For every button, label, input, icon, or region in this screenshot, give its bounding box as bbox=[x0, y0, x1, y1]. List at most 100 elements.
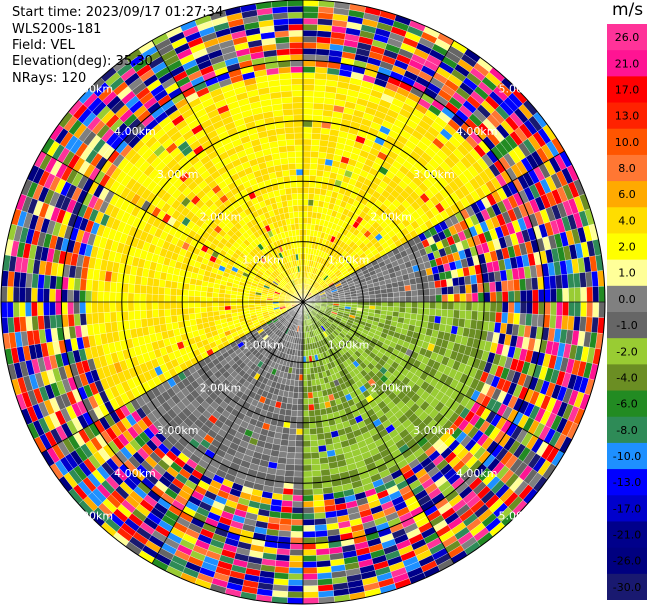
range-gate bbox=[434, 280, 442, 289]
range-gate bbox=[97, 301, 105, 313]
range-gate bbox=[447, 286, 454, 295]
range-gate bbox=[146, 285, 153, 295]
range-gate bbox=[404, 312, 412, 320]
range-gate bbox=[363, 298, 370, 303]
range-gate bbox=[375, 301, 382, 307]
range-gate bbox=[393, 301, 400, 308]
range-gate bbox=[310, 151, 319, 158]
range-gate bbox=[350, 296, 358, 300]
range-gate bbox=[416, 289, 424, 297]
range-gate bbox=[302, 156, 311, 164]
range-gate bbox=[453, 293, 461, 303]
range-gate bbox=[423, 301, 430, 309]
range-gate bbox=[317, 18, 333, 26]
range-gate bbox=[465, 301, 473, 311]
range-gate bbox=[351, 301, 358, 305]
range-gate bbox=[404, 307, 412, 314]
range-gate bbox=[307, 205, 314, 213]
range-gate bbox=[293, 476, 304, 484]
range-gate bbox=[134, 275, 143, 286]
range-gate bbox=[248, 299, 255, 303]
range-gate bbox=[297, 392, 304, 399]
range-gate bbox=[308, 415, 316, 423]
range-gate bbox=[310, 452, 320, 459]
range-gate bbox=[189, 318, 197, 327]
range-gate bbox=[157, 301, 165, 310]
range-gate bbox=[318, 151, 327, 159]
range-gate bbox=[152, 286, 159, 295]
range-gate bbox=[573, 316, 581, 332]
range-gate bbox=[103, 291, 111, 303]
range-gate bbox=[532, 301, 539, 315]
range-gate bbox=[465, 310, 473, 320]
range-gate bbox=[43, 288, 50, 303]
range-gate bbox=[317, 578, 333, 586]
range-gate bbox=[423, 288, 430, 296]
range-gate bbox=[369, 298, 376, 303]
range-gate bbox=[410, 313, 418, 321]
range-gate bbox=[344, 296, 352, 300]
range-gate bbox=[194, 290, 202, 297]
range-gate bbox=[447, 301, 455, 311]
range-gate bbox=[285, 403, 293, 411]
range-gate bbox=[317, 572, 333, 580]
range-gate bbox=[103, 301, 111, 313]
range-gate bbox=[308, 409, 316, 417]
range-gate bbox=[67, 313, 75, 327]
range-gate bbox=[194, 296, 201, 303]
range-gate bbox=[290, 409, 298, 417]
range-gate bbox=[218, 310, 226, 316]
range-gate bbox=[495, 301, 503, 313]
range-gate bbox=[200, 291, 208, 298]
range-gate bbox=[170, 287, 177, 296]
range-gate bbox=[296, 416, 304, 423]
range-gate bbox=[507, 312, 515, 325]
range-gate bbox=[392, 286, 400, 293]
range-gate bbox=[302, 36, 318, 43]
range-gate bbox=[188, 307, 196, 315]
range-gate bbox=[287, 446, 296, 453]
range-gate bbox=[417, 301, 424, 309]
range-gate bbox=[275, 560, 290, 568]
range-gate bbox=[37, 315, 45, 330]
range-gate bbox=[302, 223, 308, 230]
range-gate bbox=[586, 301, 594, 318]
range-gate bbox=[319, 139, 329, 148]
range-gate bbox=[25, 287, 32, 303]
range-gate bbox=[292, 494, 304, 502]
range-gate bbox=[290, 415, 298, 423]
range-gate bbox=[404, 290, 412, 297]
range-gate bbox=[489, 281, 497, 293]
range-gate bbox=[25, 272, 33, 288]
range-gate bbox=[152, 309, 159, 318]
range-gate bbox=[273, 578, 289, 586]
range-gate bbox=[317, 24, 333, 32]
range-gate bbox=[307, 211, 313, 219]
range-gate bbox=[91, 279, 99, 292]
range-gate bbox=[435, 301, 443, 310]
range-gate bbox=[526, 289, 533, 303]
range-gate bbox=[313, 90, 326, 98]
range-gate bbox=[49, 288, 56, 303]
range-gate bbox=[386, 292, 394, 298]
range-gate bbox=[19, 316, 27, 332]
range-gate bbox=[574, 301, 581, 317]
range-gate bbox=[561, 274, 569, 289]
range-gate bbox=[287, 597, 304, 605]
range-gate bbox=[236, 301, 243, 306]
range-gate bbox=[248, 301, 255, 305]
range-gate bbox=[200, 311, 208, 319]
range-gate bbox=[507, 279, 515, 292]
range-gate bbox=[381, 301, 388, 307]
range-gate bbox=[381, 297, 388, 303]
range-gate bbox=[169, 301, 177, 310]
range-gate bbox=[299, 368, 304, 375]
range-gate bbox=[318, 445, 327, 453]
range-gate bbox=[293, 482, 304, 490]
range-gate bbox=[289, 555, 304, 562]
range-gate bbox=[188, 301, 195, 309]
range-gate bbox=[380, 293, 388, 299]
range-gate bbox=[278, 524, 292, 532]
range-gate bbox=[429, 308, 436, 317]
range-gate bbox=[201, 316, 209, 324]
